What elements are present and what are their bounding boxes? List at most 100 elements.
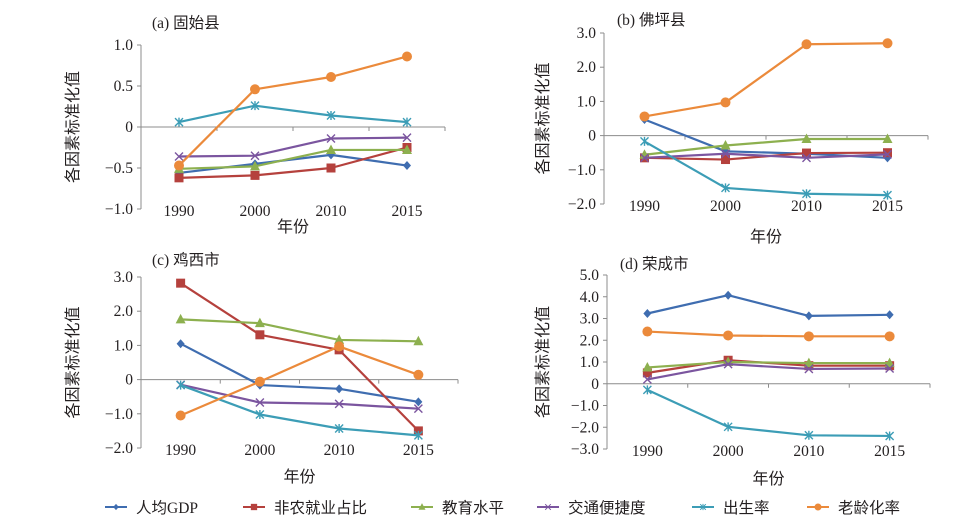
y-tick-label: 0 <box>588 128 596 145</box>
data-point-edu <box>175 313 186 324</box>
y-tick-label: 2.0 <box>114 303 134 320</box>
legend-item-aging: 老龄化率 <box>807 499 900 517</box>
data-point-edu <box>801 133 812 144</box>
data-point-traffic <box>334 399 344 409</box>
data-point-birth <box>250 101 260 111</box>
y-tick-label: −2.0 <box>105 440 133 457</box>
series-line-gdp <box>647 294 890 317</box>
y-tick-label: 1.0 <box>580 354 600 371</box>
series-line-aging <box>180 345 419 417</box>
x-tick-label: 2000 <box>244 442 275 459</box>
data-point-traffic <box>402 133 412 143</box>
data-point-traffic <box>721 149 730 159</box>
series-line-traffic <box>644 152 888 159</box>
data-point-nonagri <box>250 170 260 180</box>
data-point-birth <box>804 430 814 440</box>
data-point-nonagri <box>642 368 652 378</box>
series-line-aging <box>644 42 888 118</box>
legend-marker-birth <box>699 503 707 511</box>
data-point-birth <box>723 422 733 432</box>
x-tick-label: 2010 <box>316 203 347 220</box>
y-tick-label: 0 <box>125 119 133 136</box>
data-point-aging <box>250 84 260 95</box>
series-line-birth <box>180 384 419 437</box>
x-tick-label: 1990 <box>632 443 663 460</box>
y-tick-label: −2.0 <box>571 419 599 436</box>
y-tick-label: 0 <box>591 376 599 393</box>
series-nonagri <box>176 278 423 436</box>
y-tick-label: 3.0 <box>577 25 597 42</box>
y-tick-label: 4.0 <box>580 289 600 306</box>
legend-label: 交通便捷度 <box>568 499 646 517</box>
series-edu <box>175 313 424 346</box>
y-tick-label: 0.5 <box>114 78 134 95</box>
y-tick-label: −1.0 <box>568 162 596 179</box>
data-point-birth <box>640 136 649 146</box>
panel-title: (d) 荣成市 <box>620 255 688 273</box>
series-line-edu <box>180 318 419 343</box>
series-aging <box>642 326 895 342</box>
x-tick-label: 2015 <box>392 203 423 220</box>
data-point-gdp <box>176 339 185 349</box>
series-birth <box>642 385 895 441</box>
series-line-traffic <box>180 383 419 410</box>
x-axis-title: 年份 <box>750 228 782 246</box>
series-line-gdp <box>180 342 419 403</box>
data-point-edu <box>402 144 412 154</box>
data-point-aging <box>174 160 184 171</box>
y-tick-label: 2.0 <box>580 332 600 349</box>
data-point-gdp <box>885 310 894 320</box>
data-point-edu <box>803 357 814 368</box>
data-point-gdp <box>414 397 423 407</box>
data-point-gdp <box>643 308 652 318</box>
data-point-aging <box>884 331 895 342</box>
legend-label: 出生率 <box>723 499 770 517</box>
data-point-nonagri <box>883 148 892 158</box>
data-point-nonagri <box>174 173 184 183</box>
legend-marker-edu <box>418 503 426 510</box>
series-line-aging <box>178 55 408 167</box>
data-point-traffic <box>802 153 811 163</box>
series-aging <box>174 51 412 171</box>
y-tick-label: −1.0 <box>105 406 133 423</box>
data-point-aging <box>175 410 186 421</box>
series-edu <box>642 356 895 372</box>
x-tick-label: 2010 <box>791 198 822 215</box>
data-point-aging <box>803 331 814 342</box>
data-point-edu <box>250 160 260 171</box>
x-tick-label: 2015 <box>874 443 905 460</box>
series-line-edu <box>178 148 407 170</box>
series-line-edu <box>647 360 890 369</box>
series-birth <box>176 380 423 440</box>
data-point-nonagri <box>802 148 811 158</box>
data-point-traffic <box>413 404 423 414</box>
series-aging <box>639 38 893 122</box>
series-edu <box>639 133 893 159</box>
legend-item-nonagri: 非农就业占比 <box>243 499 367 517</box>
data-point-birth <box>174 117 184 127</box>
y-tick-label: −3.0 <box>571 441 599 458</box>
data-point-gdp <box>403 161 411 171</box>
x-axis-title: 年份 <box>277 218 309 236</box>
data-point-aging <box>326 71 336 82</box>
series-traffic <box>642 359 895 384</box>
series-line-traffic <box>178 136 408 158</box>
data-point-gdp <box>335 384 344 394</box>
legend-item-traffic: 交通便捷度 <box>537 499 646 517</box>
data-point-nonagri <box>326 163 336 173</box>
panel-title: (b) 佛坪县 <box>617 11 685 29</box>
data-point-gdp <box>724 290 733 300</box>
x-tick-label: 2015 <box>872 198 903 215</box>
x-axis-title: 年份 <box>752 470 784 488</box>
data-point-nonagri <box>721 155 730 165</box>
data-point-birth <box>176 380 186 390</box>
x-tick-label: 2010 <box>324 442 355 459</box>
y-tick-label: 0 <box>125 372 133 389</box>
data-point-traffic <box>723 359 733 369</box>
x-tick-label: 2000 <box>710 198 741 215</box>
y-tick-label: 1.0 <box>114 37 134 54</box>
y-axis-title: 各因素标准化值 <box>64 306 82 418</box>
data-point-aging <box>642 326 653 337</box>
y-tick-label: 2.0 <box>577 59 597 76</box>
